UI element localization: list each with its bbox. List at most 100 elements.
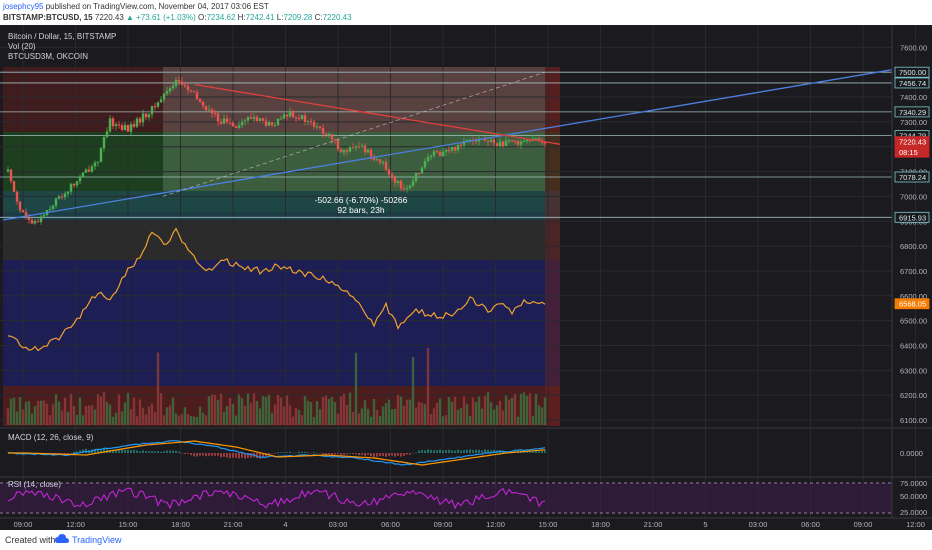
volume-bar — [339, 396, 343, 425]
macd-histogram-bar — [529, 451, 531, 453]
candle-body — [363, 145, 367, 153]
candle-body — [210, 109, 214, 114]
macd-histogram-bar — [184, 453, 186, 455]
volume-bar — [510, 397, 514, 425]
candle-body — [126, 125, 130, 132]
volume-bar — [96, 394, 100, 425]
volume-bars — [6, 347, 547, 425]
volume-bar — [537, 405, 541, 425]
volume-bar — [351, 412, 355, 425]
blue-zone — [3, 260, 560, 386]
macd-histogram-bar — [160, 451, 162, 453]
macd-histogram-bar — [415, 452, 417, 453]
candle-body — [525, 139, 529, 142]
macd-histogram-bar — [451, 450, 453, 453]
candle-body — [36, 221, 40, 223]
macd-histogram-bar — [544, 450, 546, 453]
volume-bar — [24, 401, 28, 425]
volume-bar — [297, 409, 301, 425]
time-axis[interactable]: 09:00 12:00 15:00 18:00 21:00 4 03:00 06:00 09:0… — [14, 520, 925, 529]
candle-body — [342, 150, 346, 153]
author-link[interactable]: josephcy95 — [3, 2, 44, 11]
volume-bar — [372, 399, 376, 425]
upper-red-zone — [3, 67, 560, 132]
candle-body — [522, 141, 526, 143]
volume-bar — [363, 400, 367, 425]
candle-body — [510, 140, 514, 142]
macd-histogram-bar — [136, 450, 138, 453]
candle-body — [261, 118, 265, 121]
high-value: 7242.41 — [245, 13, 275, 22]
candle-body — [486, 140, 490, 143]
volume-bar — [366, 408, 370, 425]
time-tick-label: 18:00 — [591, 520, 610, 529]
volume-bar — [99, 396, 103, 425]
macd-histogram-bar — [289, 451, 291, 453]
candle-body — [195, 92, 199, 99]
macd-histogram-bar — [484, 449, 486, 453]
macd-histogram-bar — [70, 453, 72, 454]
measure-label-bars: 92 bars, 23h — [337, 205, 385, 215]
time-tick-label: 15:00 — [539, 520, 558, 529]
candle-body — [267, 122, 271, 126]
candle-body — [327, 134, 331, 136]
rsi-label: RSI (14, close) — [8, 480, 61, 489]
volume-bar — [237, 394, 241, 425]
volume-bar — [306, 400, 310, 425]
candle-body — [351, 147, 355, 149]
macd-histogram-bar — [334, 453, 336, 455]
volume-bar — [528, 393, 532, 425]
candle-body — [255, 117, 259, 122]
candle-body — [171, 85, 175, 89]
macd-histogram-bar — [301, 451, 303, 453]
high-label: H: — [237, 13, 246, 22]
volume-bar — [417, 401, 421, 425]
candle-body — [225, 118, 229, 123]
candle-body — [498, 141, 502, 147]
macd-histogram-bar — [133, 449, 135, 453]
macd-histogram-bar — [490, 450, 492, 453]
volume-bar — [153, 411, 157, 425]
macd-histogram-bar — [394, 453, 396, 457]
candle-body — [432, 151, 436, 156]
candle-body — [132, 124, 136, 127]
low-label: L: — [276, 13, 284, 22]
macd-histogram-bar — [259, 453, 261, 459]
macd-histogram-bar — [178, 451, 180, 453]
volume-bar — [387, 399, 391, 425]
volume-bar — [111, 416, 115, 425]
volume-bar — [408, 399, 412, 425]
volume-bar — [423, 404, 427, 425]
candle-body — [318, 126, 322, 128]
candle-body — [501, 141, 505, 147]
tradingview-brand-link[interactable]: TradingView — [72, 535, 122, 545]
volume-bar — [201, 412, 205, 425]
candle-body — [234, 126, 238, 128]
macd-histogram-bar — [331, 453, 333, 455]
candle-body — [222, 118, 226, 124]
chart-canvas[interactable]: -502.66 (-6.70%) -50266 92 bars, 23h Bit… — [0, 25, 932, 530]
candle-body — [243, 120, 247, 122]
macd-histogram-bar — [154, 451, 156, 453]
grey-zone — [3, 220, 560, 260]
time-tick-label: 06:00 — [801, 520, 820, 529]
rsi-pane[interactable] — [7, 487, 546, 510]
macd-histogram-bar — [388, 453, 390, 456]
time-tick-label: 09:00 — [434, 520, 453, 529]
macd-histogram-bar — [262, 453, 264, 458]
volume-bar — [75, 414, 79, 425]
volume-bar — [348, 392, 352, 425]
volume-bar — [213, 394, 217, 425]
volume-bar — [318, 409, 322, 425]
price-pane[interactable] — [3, 67, 560, 426]
macd-pane[interactable] — [7, 440, 546, 466]
macd-histogram-bar — [439, 449, 441, 453]
macd-histogram-bar — [379, 453, 381, 457]
macd-histogram-bar — [436, 450, 438, 453]
candle-body — [54, 198, 58, 206]
candle-body — [399, 180, 403, 189]
macd-histogram-bar — [292, 452, 294, 454]
volume-bar — [48, 415, 52, 425]
candle-body — [408, 185, 412, 189]
candle-body — [426, 157, 430, 162]
